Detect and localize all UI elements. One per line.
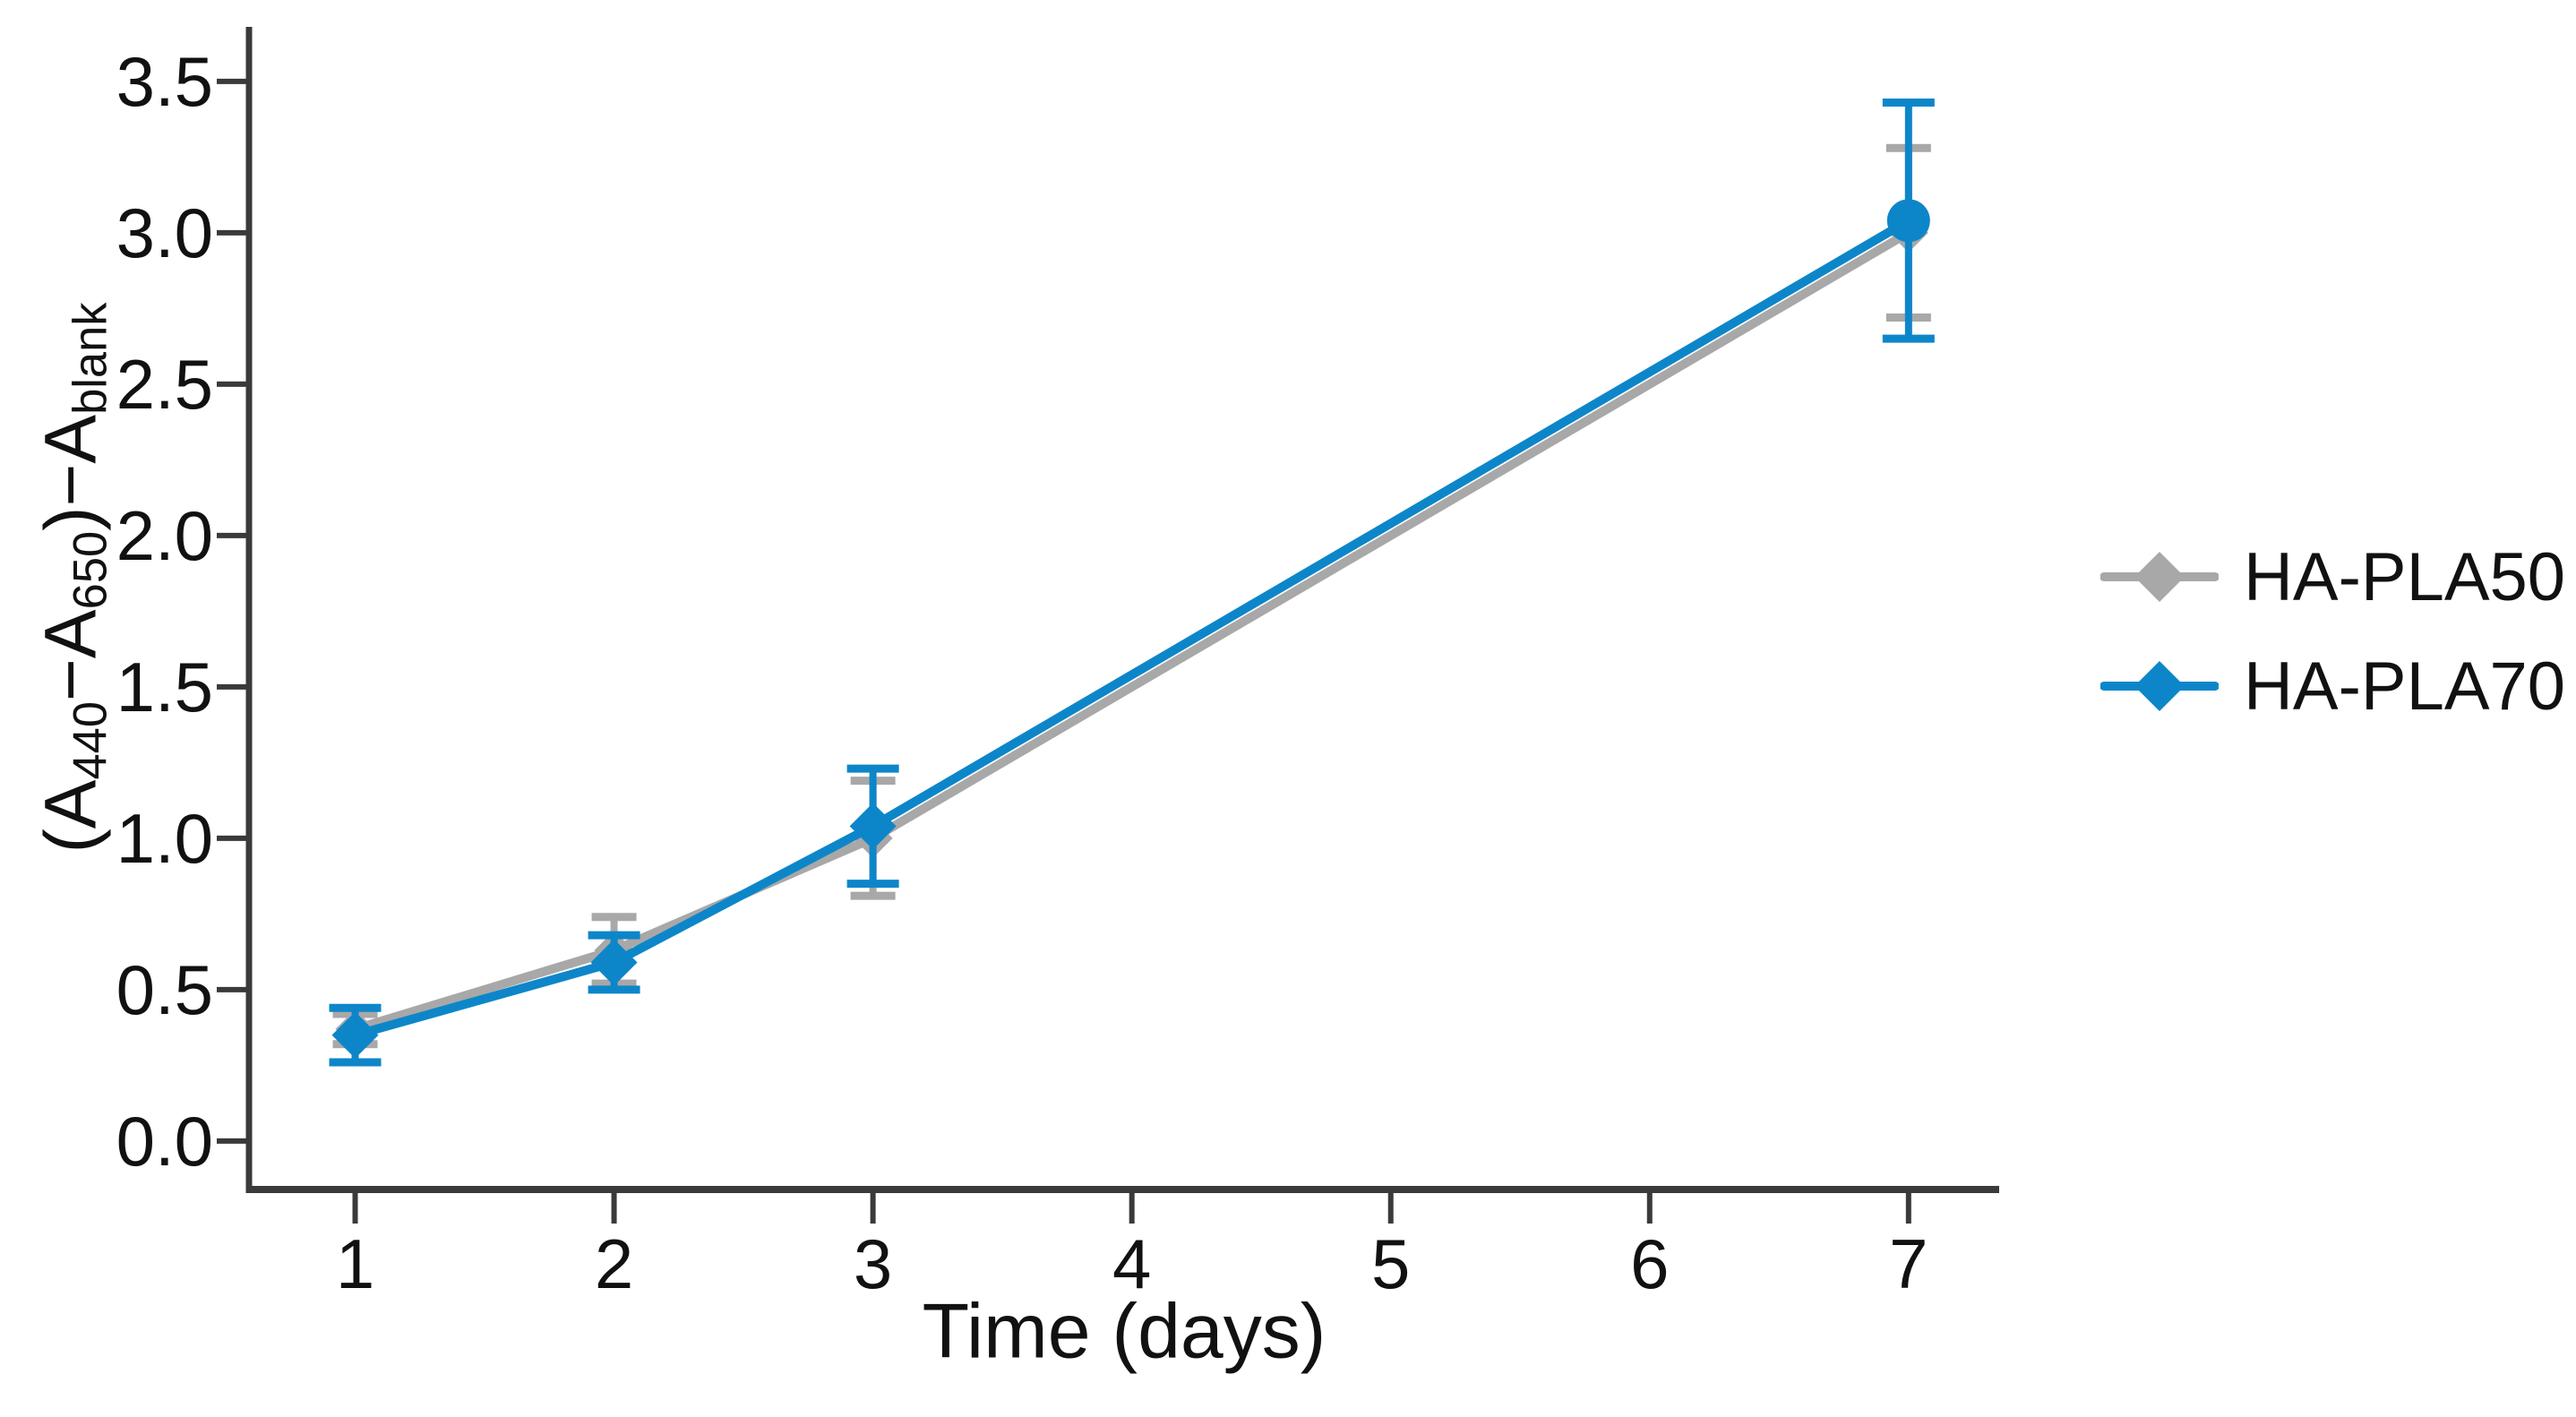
- marker-ha-pla70-day2: [590, 939, 638, 986]
- y-axis-title-sub-650: 650: [64, 530, 117, 610]
- legend-item-ha-pla50: HA-PLA50: [2100, 536, 2565, 618]
- x-axis-title: Time (days): [922, 1288, 1327, 1375]
- x-tick-label: 6: [1630, 1224, 1669, 1303]
- marker-ha-pla70-day3: [849, 803, 897, 850]
- legend-marker-ha-pla70-icon: [2100, 661, 2219, 711]
- y-axis-title-sub-blank: blank: [64, 302, 117, 415]
- marker-ha-pla70-day1: [331, 1011, 379, 1059]
- y-axis-title: (A440−A650)−Ablank: [30, 302, 118, 853]
- x-tick-label: 3: [854, 1224, 892, 1303]
- series-line-ha-pla70: [350, 216, 1913, 1040]
- x-tick-label: 4: [1112, 1224, 1151, 1303]
- y-axis-title-text: −A: [30, 609, 112, 701]
- legend-item-ha-pla70: HA-PLA70: [2100, 645, 2565, 727]
- y-axis-title-sub-440: 440: [64, 700, 117, 780]
- marker-ha-pla70-day7: [1886, 199, 1930, 243]
- y-tick-label: 3.0: [116, 193, 213, 272]
- x-tick-label: 5: [1371, 1224, 1410, 1303]
- legend-label-ha-pla70: HA-PLA70: [2244, 648, 2566, 725]
- y-tick-label: 1.0: [116, 799, 213, 878]
- y-tick-label: 2.5: [116, 345, 213, 424]
- y-tick-label: 1.5: [116, 648, 213, 726]
- y-axis-title-text: )−A: [30, 414, 112, 531]
- x-tick-label: 2: [595, 1224, 633, 1303]
- legend-label-ha-pla50: HA-PLA50: [2244, 538, 2566, 615]
- legend-marker-ha-pla50-icon: [2100, 552, 2219, 602]
- y-axis-title-text: (A: [30, 779, 112, 854]
- y-tick-label: 0.0: [116, 1102, 213, 1181]
- x-tick-label: 1: [336, 1224, 374, 1303]
- y-tick-label: 0.5: [116, 950, 213, 1029]
- legend: HA-PLA50 HA-PLA70: [2100, 536, 2565, 727]
- y-tick-label: 3.5: [116, 42, 213, 121]
- x-tick-label: 7: [1889, 1224, 1928, 1303]
- y-tick-label: 2.0: [116, 496, 213, 575]
